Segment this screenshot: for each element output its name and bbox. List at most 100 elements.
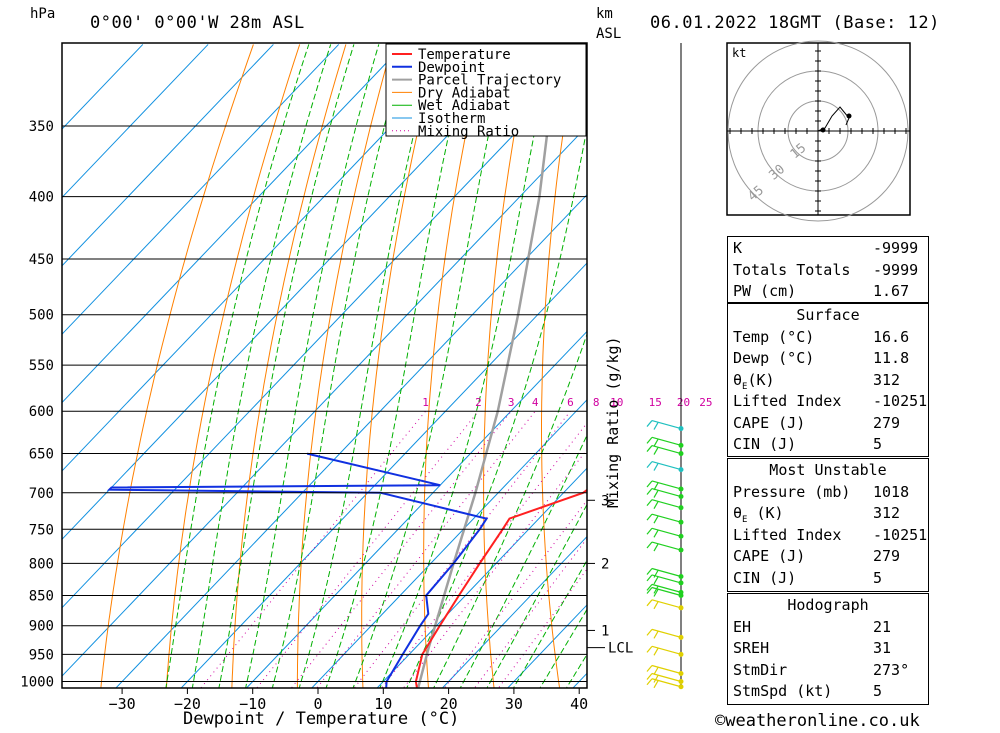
pressure-tick-label: 500: [29, 308, 54, 324]
asl-label: ASL: [596, 26, 622, 42]
mixing-ratio-label: 3: [508, 396, 515, 409]
km-tick-label: 3: [601, 493, 609, 509]
isotherm-line: [62, 44, 405, 404]
lcl-label: LCL: [608, 641, 633, 657]
dry-adiabat: [652, 44, 695, 707]
wind-barb-flag: [653, 667, 659, 675]
row-key: Lifted Index: [733, 525, 842, 544]
wind-barb-staff: [651, 567, 682, 578]
isotherm-line: [62, 44, 340, 335]
table-row: EH 21: [728, 616, 928, 638]
copyright-link[interactable]: ©weatheronline.co.uk: [715, 711, 920, 731]
x-axis-label: Dewpoint / Temperature (°C): [183, 709, 460, 729]
row-value: 279: [873, 547, 901, 565]
table-section-title: Most Unstable: [769, 461, 887, 479]
wind-barb-flag: [646, 488, 653, 495]
legend-entry: Parcel Trajectory: [418, 73, 561, 89]
row-value: 312: [873, 370, 901, 389]
pressure-tick-label: 350: [29, 119, 54, 135]
table-section-title: Surface: [796, 306, 860, 324]
wind-barb-flag: [653, 586, 659, 594]
pressure-unit-label: hPa: [30, 6, 56, 22]
row-key: Pressure (mb): [733, 482, 851, 501]
wind-barb-flag: [653, 601, 659, 610]
wind-barb-flag: [653, 631, 659, 639]
table-row: Temp (°C) 16.6: [728, 326, 928, 348]
wind-barb-flag: [653, 675, 659, 683]
hodograph-point: [820, 127, 826, 133]
row-key: CAPE (J): [733, 413, 806, 432]
most-unstable-table: Most Unstable Pressure (mb) 1018 θE (K) 312 L…: [727, 458, 929, 592]
table-row: K -9999: [728, 237, 928, 259]
row-value: 21: [873, 617, 892, 636]
pressure-tick-label: 550: [29, 358, 54, 374]
row-value: 5: [873, 435, 883, 453]
legend-entry: Mixing Ratio: [418, 124, 519, 140]
wind-barb-staff: [651, 461, 682, 471]
wind-barb-staff: [651, 419, 682, 430]
wind-barb-staff: [651, 678, 682, 688]
wind-barb-flag: [653, 543, 659, 552]
wind-barb-flag: [646, 541, 653, 549]
dry-adiabat: [948, 44, 1000, 707]
mixing-ratio-label: 2: [475, 396, 482, 409]
datetime-label: 06.01.2022 18GMT (Base: 12): [650, 13, 940, 33]
row-key: CAPE (J): [733, 547, 806, 565]
wind-barb-flag: [653, 439, 659, 447]
pressure-tick-label: 400: [29, 190, 54, 206]
isotherm-line: [180, 262, 587, 688]
pressure-tick-label: 1000: [20, 675, 54, 691]
indices-table: K -9999 Totals Totals -9999 PW (cm) 1.67: [727, 236, 929, 303]
mixing-ratio-axis-label: Mixing Ratio (g/kg): [604, 336, 622, 508]
temperature-tick-label: 10: [374, 695, 392, 713]
pressure-tick-label: 750: [29, 522, 54, 538]
temperature-tick-label: −10: [239, 695, 266, 713]
legend-entry: Temperature: [418, 47, 511, 63]
row-key: StmDir: [733, 660, 788, 679]
wind-barb-flag: [646, 583, 653, 591]
isotherm-line: [62, 57, 587, 609]
pressure-tick-label: 700: [29, 486, 54, 502]
pressure-tick-label: 950: [29, 647, 54, 663]
wind-barb-flag: [653, 463, 659, 471]
wind-barb-flag: [646, 513, 653, 521]
wind-barb-staff: [651, 583, 682, 593]
isotherm-line: [62, 44, 209, 199]
wet-adiabat: [512, 559, 587, 688]
table-row: SREH 31: [728, 637, 928, 659]
wind-barb-staff: [651, 599, 682, 609]
pressure-tick-label: 850: [29, 589, 54, 605]
row-value: 279: [873, 413, 901, 432]
table-row: Dewp (°C) 11.8: [728, 347, 928, 369]
dewpoint-line: [106, 452, 489, 688]
row-value: 11.8: [873, 349, 910, 367]
wet-adiabat: [218, 44, 355, 688]
row-value: -10251: [873, 392, 928, 410]
mixing-ratio-line: [402, 448, 587, 688]
parcel-trajectory-line: [416, 44, 569, 688]
location-label: 0°00' 0°00'W 28m ASL: [90, 13, 305, 33]
wind-barb-flag: [653, 680, 659, 689]
isotherm-line: [62, 44, 470, 472]
wind-barb-flag: [653, 501, 659, 509]
surface-table: Surface Temp (°C) 16.6 Dewp (°C) 11.8 θE(K) 31…: [727, 303, 929, 457]
km-tick-label: 2: [601, 556, 609, 572]
temperature-tick-label: 0: [313, 695, 322, 713]
row-value: 31: [873, 639, 892, 657]
row-value: 16.6: [873, 327, 910, 346]
wind-barb-staff: [651, 586, 682, 597]
table-row: Lifted Index -10251: [728, 524, 928, 546]
table-row: CAPE (J) 279: [728, 412, 928, 434]
row-key: CIN (J): [733, 568, 797, 587]
pressure-tick-label: 800: [29, 556, 54, 572]
wind-barb-staff: [651, 480, 682, 490]
dry-adiabat: [296, 44, 393, 688]
wet-adiabat: [379, 44, 553, 688]
temperature-tick-label: 40: [570, 695, 588, 713]
mixing-ratio-label: 10: [610, 396, 623, 409]
mixing-ratio-label: 4: [532, 396, 539, 409]
wind-barb-flag: [653, 570, 659, 578]
wind-barb-flag: [646, 480, 653, 488]
